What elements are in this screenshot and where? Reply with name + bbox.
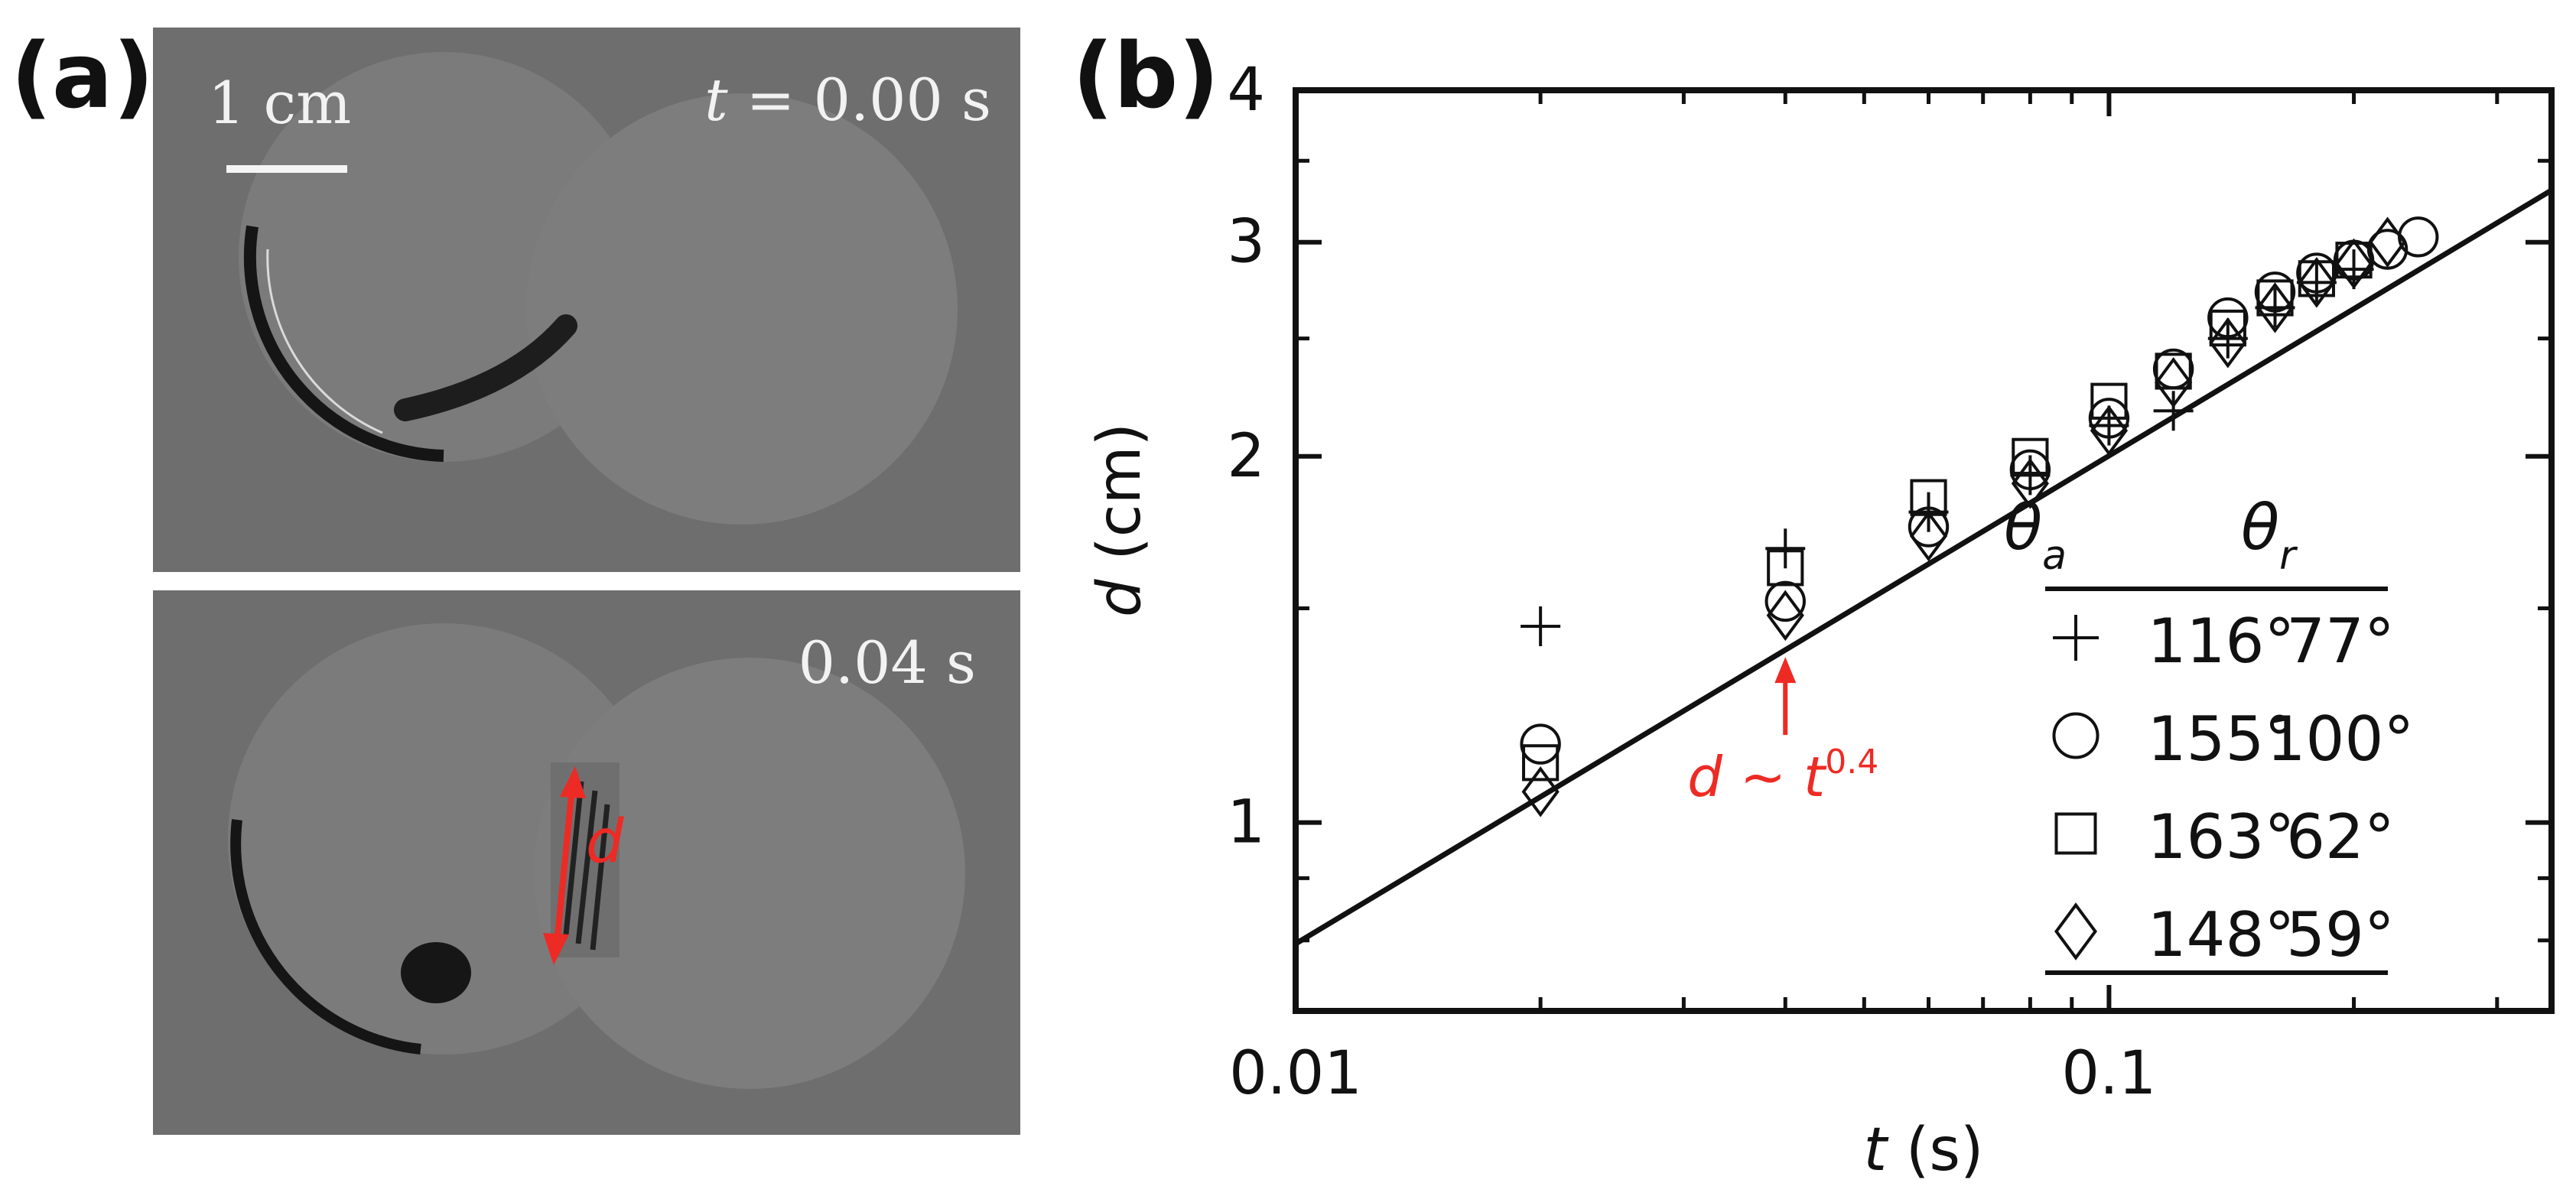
power-law-fit-line xyxy=(1294,187,2553,947)
data-point-circle xyxy=(2254,271,2296,313)
legend-marker-circle xyxy=(2052,712,2100,759)
plot-frame xyxy=(1293,87,2555,1014)
data-point-square xyxy=(1767,549,1804,587)
data-point-plus xyxy=(2153,391,2194,431)
data-point-plus xyxy=(1521,606,1561,646)
legend-theta-r-value: 59° xyxy=(2286,899,2395,970)
left-bubble-dark-band xyxy=(394,314,577,421)
x-axis-label: t (s) xyxy=(1864,1116,1984,1185)
legend-header-theta-r-symbol: θ xyxy=(2241,492,2279,564)
legend-theta-r-value: 77° xyxy=(2286,606,2395,677)
y-tick-label: 2 xyxy=(1227,422,1265,491)
data-point-diamond xyxy=(2256,282,2295,333)
right-bubble xyxy=(526,93,958,525)
legend-marker-diamond xyxy=(2054,902,2097,960)
annotation-arrowhead xyxy=(1774,657,1797,684)
legend-header-theta-a: θa xyxy=(2004,492,2067,579)
legend-header-theta-a-sub: a xyxy=(2042,533,2067,579)
data-point-circle xyxy=(2009,449,2051,490)
panel-b-label: (b) xyxy=(1072,23,1220,128)
y-axis-label: d (cm) xyxy=(1085,423,1154,617)
panel-a-label: (a) xyxy=(11,23,154,128)
legend-marker-square xyxy=(2054,812,2097,855)
left-bubble-shadow xyxy=(230,819,421,1055)
x-axis-unit: (s) xyxy=(1887,1116,1983,1185)
annotation-exponent: 0.4 xyxy=(1825,743,1878,782)
x-tick-label: 0.01 xyxy=(1229,1039,1362,1108)
legend-theta-a-value: 155° xyxy=(2148,704,2295,775)
y-tick-label: 4 xyxy=(1227,56,1265,125)
scale-bar-label: 1 cm xyxy=(208,69,352,137)
data-point-circle xyxy=(1520,723,1561,765)
y-axis-variable: d xyxy=(1085,579,1154,617)
annotation-d: d xyxy=(1687,745,1723,809)
data-point-diamond xyxy=(2090,405,2129,457)
data-point-circle xyxy=(2398,216,2439,258)
data-point-square xyxy=(2155,353,2192,390)
data-point-circle xyxy=(1908,506,1950,548)
data-point-diamond xyxy=(2155,357,2193,408)
right-bubble xyxy=(534,658,965,1089)
data-markers xyxy=(1520,216,2439,817)
data-point-square xyxy=(2209,309,2246,347)
y-tick-label: 1 xyxy=(1227,788,1265,857)
legend-header-theta-r: θr xyxy=(2241,492,2298,579)
photo-t004: d 0.04 s xyxy=(153,590,1020,1135)
neck-width-label: d xyxy=(586,808,624,876)
neck-width-arrowhead-top xyxy=(560,766,586,798)
data-point-diamond xyxy=(2334,238,2373,290)
y-axis-unit: (cm) xyxy=(1085,423,1154,580)
scale-bar xyxy=(226,165,347,173)
data-point-diamond xyxy=(2368,216,2407,268)
y-tick-label: 3 xyxy=(1227,208,1265,277)
time-value-t0: = 0.00 s xyxy=(727,66,991,134)
data-point-diamond xyxy=(2209,317,2247,369)
data-point-diamond xyxy=(1521,766,1560,817)
annotation-text: d ~ t0.4 xyxy=(1687,743,1878,809)
time-variable: t xyxy=(704,66,728,134)
annotation-t: t xyxy=(1804,745,1827,809)
legend-theta-a-value: 163° xyxy=(2148,801,2295,873)
neck-width-arrowhead-bottom xyxy=(543,933,569,965)
data-point-square xyxy=(2090,382,2128,420)
data-point-square xyxy=(1522,744,1560,782)
legend-header-theta-a-symbol: θ xyxy=(2004,492,2042,564)
data-point-diamond xyxy=(1909,510,1948,562)
legend-theta-a-value: 116° xyxy=(2148,606,2295,677)
dark-spot xyxy=(401,942,471,1003)
bubble-image-t0 xyxy=(226,52,958,525)
time-label-t0: t = 0.00 s xyxy=(704,66,991,134)
legend-header-theta-r-sub: r xyxy=(2279,533,2298,579)
data-point-plus xyxy=(2255,288,2295,328)
data-point-circle xyxy=(1764,580,1806,622)
legend-theta-r-value: 100° xyxy=(2267,704,2415,775)
legend-theta-a-value: 148° xyxy=(2148,899,2295,970)
data-point-circle xyxy=(2366,229,2408,270)
data-point-diamond xyxy=(2298,257,2336,308)
x-tick-label: 0.1 xyxy=(2061,1039,2156,1108)
neck-width-arrow-shaft xyxy=(554,787,575,944)
neck-ripples xyxy=(563,781,610,951)
tick-labels: 0.01 0.1 1 2 3 4 xyxy=(1227,56,2156,1108)
bubble-image-t004 xyxy=(228,623,965,1089)
x-axis-variable: t xyxy=(1864,1116,1889,1185)
legend: θa θr 116°77°155°100°163°62°148°59° xyxy=(2004,492,2415,975)
data-point-plus xyxy=(1765,528,1806,569)
data-point-diamond xyxy=(2011,457,2049,509)
time-label-t004: 0.04 s xyxy=(798,629,976,697)
left-bubble-shadow xyxy=(243,225,444,462)
data-point-diamond xyxy=(1766,590,1804,642)
left-bubble-highlight xyxy=(266,249,383,434)
annotation-tilde: ~ xyxy=(1722,745,1804,809)
legend-rows: 116°77° 155°100° 163°62° 148°59° xyxy=(2052,606,2415,970)
data-point-circle xyxy=(2088,398,2130,439)
data-point-square xyxy=(2012,437,2049,475)
power-law-annotation: d ~ t0.4 xyxy=(1687,657,1878,809)
legend-theta-r-value: 62° xyxy=(2286,801,2395,873)
data-point-square xyxy=(2256,279,2294,317)
photo-t0: 1 cm t = 0.00 s xyxy=(153,28,1020,572)
data-point-circle xyxy=(2207,297,2249,339)
legend-marker-plus xyxy=(2053,615,2099,661)
